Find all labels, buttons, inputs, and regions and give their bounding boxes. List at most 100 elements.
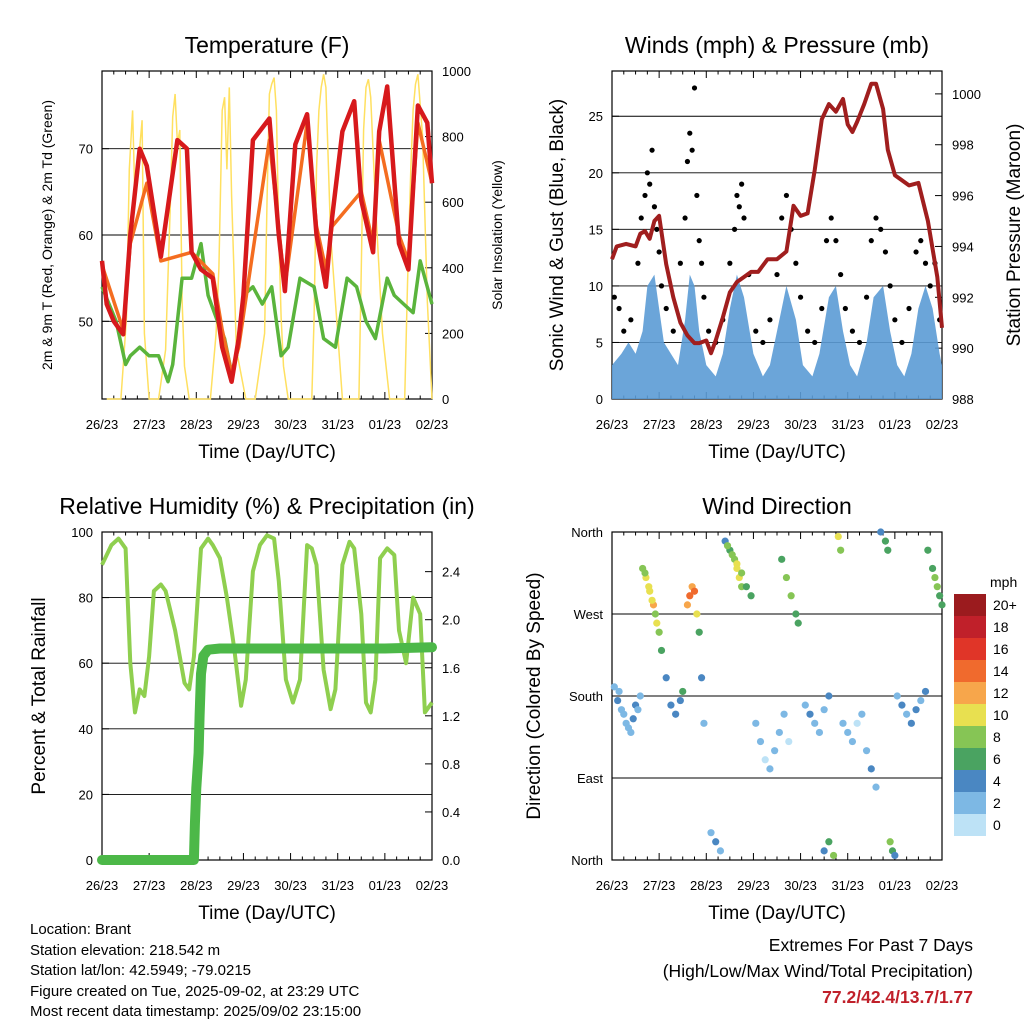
gust-point [670, 328, 676, 334]
wind-direction-point [700, 719, 708, 727]
wind-direction-point [881, 537, 890, 545]
wind-direction-point [780, 710, 788, 718]
panel2-xlabel: Time (Day/UTC) [708, 442, 846, 463]
gust-point [638, 215, 644, 221]
wind-direction-point [921, 687, 930, 696]
gust-point [842, 305, 848, 312]
gust-point [696, 238, 702, 244]
gust-point [892, 317, 898, 323]
wind-direction-point [672, 710, 680, 718]
wind-direction-point [690, 587, 699, 595]
gust-point [741, 215, 747, 221]
wind-direction-point [931, 573, 939, 582]
colorbar-swatch [954, 682, 986, 704]
panel3-ytick-label: 80 [79, 591, 93, 606]
panel3-xtick-label: 28/23 [180, 878, 213, 893]
wind-direction-point [886, 838, 894, 846]
gust-point [863, 294, 870, 300]
wind-direction-point [610, 683, 618, 691]
panel1-xtick-label: 26/23 [86, 417, 119, 432]
wind-direction-point [938, 601, 946, 609]
panel4-ytick-label: South [569, 689, 603, 704]
panel4-ylabel: Direction (Colored By Speed) [524, 572, 545, 819]
colorbar-label: 18 [993, 619, 1009, 635]
wind-direction-point [655, 628, 663, 636]
wind-direction-point [844, 728, 852, 737]
station-info: Location: Brant Station elevation: 218.5… [30, 920, 361, 1023]
wind-direction-point [858, 710, 866, 718]
panel3-xtick-label: 01/23 [369, 878, 402, 893]
gust-point [753, 328, 759, 334]
extremes-subtitle: (High/Low/Max Wind/Total Precipitation) [662, 961, 973, 981]
gust-point [663, 305, 669, 312]
gust-point [927, 283, 933, 289]
panel3-xtick-label: 29/23 [227, 878, 260, 893]
panel3-y2tick-label: 1.2 [442, 709, 460, 724]
panel2-y2tick-label: 1000 [952, 87, 981, 102]
dewpoint-line [100, 241, 434, 384]
panel1-xtick-label: 28/23 [180, 417, 213, 432]
wind-direction-point [629, 715, 637, 723]
gust-point [774, 271, 780, 278]
panel2-y2tick-label: 988 [952, 392, 974, 407]
gust-point [887, 283, 893, 289]
extremes-box: Extremes For Past 7 Days (High/Low/Max W… [663, 932, 973, 1010]
panel1-xtick-label: 31/23 [321, 417, 354, 432]
panel1-y2tick-label: 1000 [442, 64, 471, 79]
panel3-xtick-label: 27/23 [133, 878, 166, 893]
panel2-y2label: Station Pressure (Maroon) [1004, 124, 1024, 347]
panel4-ytick-label: West [574, 607, 604, 622]
gust-point [654, 226, 660, 232]
wind-direction-point [742, 583, 750, 591]
gust-point [628, 317, 634, 323]
gust-point [698, 260, 705, 266]
colorbar-swatch [954, 660, 986, 682]
colorbar-swatch [954, 814, 986, 836]
wind-direction-point [641, 569, 649, 577]
panel3-xtick-label: 26/23 [86, 878, 119, 893]
panel3-ytick-label: 60 [79, 656, 93, 671]
panel1-xtick-label: 02/23 [416, 417, 449, 432]
wind-direction-point [829, 851, 838, 860]
colorbar-label: 12 [993, 685, 1009, 701]
station-pressure-line [610, 81, 944, 356]
gust-point [684, 158, 691, 165]
wind-direction-point [636, 692, 644, 700]
wind-direction-point [811, 719, 819, 727]
panel2-y2tick-label: 996 [952, 189, 974, 204]
wind-direction-point [693, 610, 701, 618]
panel2-xtick-label: 01/23 [879, 417, 912, 432]
gust-point [731, 226, 738, 232]
panel3-y2tick-label: 2.0 [442, 613, 460, 628]
wind-direction-point [917, 696, 925, 705]
panel2-xtick-label: 30/23 [784, 417, 817, 432]
wind-direction-point [787, 592, 795, 600]
wind-direction-point [801, 701, 809, 709]
panel2-ylabel: Sonic Wind & Gust (Blue, Black) [547, 99, 568, 371]
wind-direction-point [898, 701, 906, 709]
wind-direction-point [761, 756, 769, 764]
colorbar-label: 10 [993, 707, 1009, 723]
wind-direction-point [657, 646, 666, 655]
wind-direction-point [820, 706, 828, 714]
panel3-y2tick-label: 2.4 [442, 565, 460, 580]
wind-direction-point [645, 583, 653, 591]
panel3-xtick-label: 31/23 [321, 878, 354, 893]
gust-point [767, 317, 773, 323]
recent-timestamp: Most recent data timestamp: 2025/09/02 2… [30, 1003, 362, 1020]
station-location: Location: Brant [30, 921, 131, 938]
wind-direction-point [676, 696, 684, 705]
panel1-y2label: Solar Insolation (Yellow) [489, 160, 505, 310]
wind-direction-point [891, 851, 899, 860]
gust-point [649, 147, 655, 153]
gust-point [913, 249, 919, 255]
panel2-ytick-label: 15 [589, 222, 603, 237]
panel1-xtick-label: 27/23 [133, 417, 166, 432]
wind-direction-point [766, 765, 774, 773]
wind-direction-point [884, 546, 892, 554]
gust-point [727, 260, 733, 266]
colorbar-swatch [954, 594, 986, 616]
colorbar-swatch [954, 792, 986, 814]
panel3-ytick-label: 40 [79, 722, 93, 737]
wind-direction-point [738, 569, 746, 577]
